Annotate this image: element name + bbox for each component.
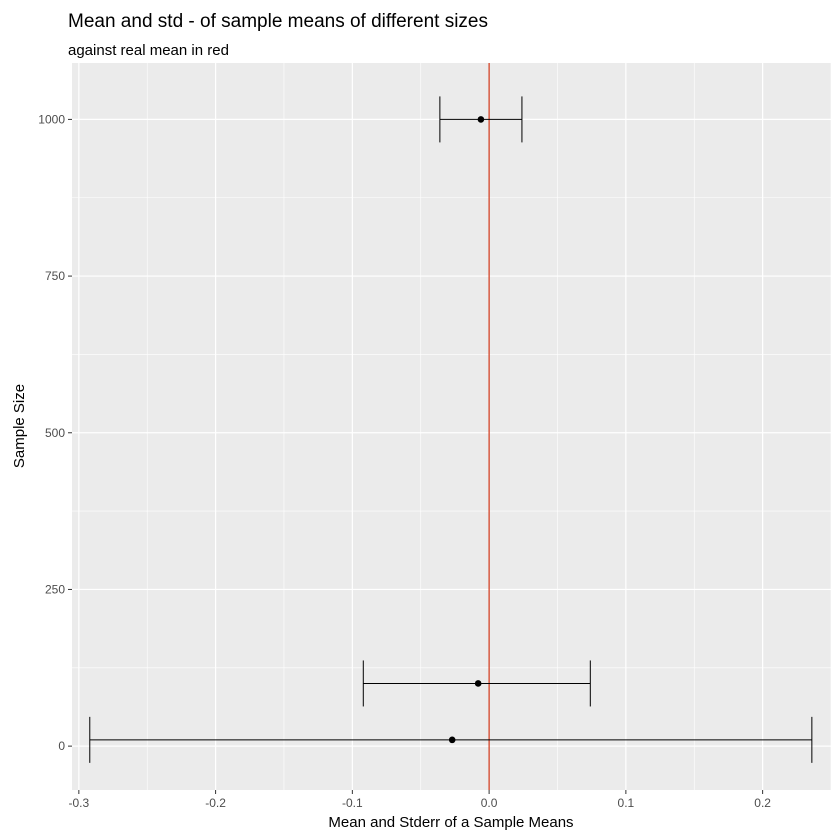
y-axis-title: Sample Size xyxy=(11,384,28,468)
mean-point xyxy=(448,736,456,744)
y-tick-label: 1000 xyxy=(38,112,65,126)
y-tick-label: 750 xyxy=(45,269,65,283)
x-axis-ticks: -0.3 -0.2 -0.1 0.0 0.1 0.2 xyxy=(68,790,771,810)
mean-point xyxy=(474,680,482,687)
x-tick-label: -0.1 xyxy=(342,796,363,810)
x-tick-label: 0.1 xyxy=(618,796,635,810)
x-tick-label: -0.3 xyxy=(68,796,89,810)
chart-subtitle: against real mean in red xyxy=(68,42,229,59)
y-tick-label: 0 xyxy=(58,739,65,753)
x-tick-label: -0.2 xyxy=(205,796,226,810)
y-tick-label: 250 xyxy=(45,582,65,596)
chart-title: Mean and std - of sample means of differ… xyxy=(68,11,488,32)
x-tick-label: 0.2 xyxy=(754,796,771,810)
y-axis-ticks: 0 250 500 750 1000 xyxy=(38,112,72,753)
grid-minor xyxy=(72,63,832,790)
x-tick-label: 0.0 xyxy=(481,796,498,810)
mean-point xyxy=(477,116,485,123)
y-tick-label: 500 xyxy=(45,426,65,440)
x-axis-title: Mean and Stderr of a Sample Means xyxy=(328,814,573,831)
plot-panel xyxy=(72,63,831,790)
data-marks xyxy=(89,96,813,763)
